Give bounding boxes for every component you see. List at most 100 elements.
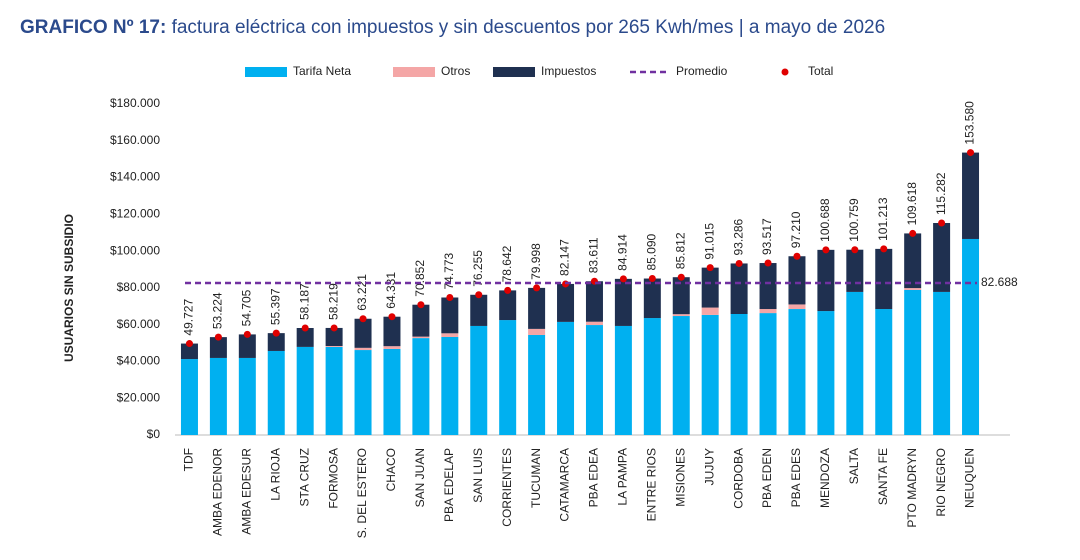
- bar-segment: [470, 294, 488, 326]
- total-point: [677, 273, 685, 281]
- total-point: [793, 252, 801, 260]
- bar-segment: [933, 223, 951, 292]
- x-tick-label: FORMOSA: [326, 448, 340, 509]
- total-point: [388, 313, 396, 321]
- total-point: [272, 329, 280, 337]
- total-point: [706, 264, 714, 272]
- value-label: 63.221: [355, 274, 369, 311]
- legend-swatch: [781, 68, 789, 76]
- bar-segment: [441, 333, 459, 337]
- bar-segment: [209, 357, 227, 435]
- value-label: 55.397: [268, 288, 282, 325]
- bar-segment: [209, 337, 227, 358]
- total-point: [648, 275, 656, 283]
- x-tick-label: TUCUMAN: [529, 448, 543, 508]
- y-tick-label: $0: [147, 427, 161, 441]
- total-point: [475, 291, 483, 299]
- bar-segment: [557, 283, 575, 322]
- bar-segment: [238, 357, 256, 435]
- x-tick-label: AMBA EDESUR: [239, 448, 253, 535]
- total-point: [735, 259, 743, 267]
- bar-segment: [759, 313, 777, 435]
- bar-segment: [325, 345, 343, 347]
- average-label: 82.688: [981, 275, 1018, 289]
- x-tick-label: TDF: [182, 448, 196, 471]
- value-label: 54.705: [239, 289, 253, 326]
- value-label: 49.727: [182, 299, 196, 336]
- bar-segment: [672, 316, 690, 435]
- x-tick-label: ENTRE RIOS: [644, 448, 658, 521]
- bar-segment: [267, 333, 285, 351]
- total-point: [851, 246, 859, 254]
- value-label: 91.015: [702, 223, 716, 260]
- total-point: [330, 324, 338, 332]
- legend-label: Otros: [441, 64, 470, 78]
- bar-segment: [585, 281, 603, 322]
- value-label: 58.219: [326, 283, 340, 320]
- bar-segment: [846, 249, 864, 292]
- value-label: 70.852: [413, 260, 427, 297]
- bar-segment: [614, 325, 632, 435]
- total-point: [214, 333, 222, 341]
- bar-segment: [875, 309, 893, 435]
- bar-segment: [643, 278, 661, 319]
- x-tick-label: MENDOZA: [818, 448, 832, 508]
- bar-segment: [412, 304, 430, 337]
- bar-segment: [383, 346, 401, 349]
- value-label: 78.642: [500, 245, 514, 282]
- bar-segment: [499, 320, 517, 435]
- value-label: 100.759: [847, 198, 861, 242]
- bar-segment: [296, 328, 314, 347]
- x-tick-label: SAN JUAN: [413, 448, 427, 507]
- x-tick-label: S. DEL ESTERO: [355, 448, 369, 538]
- bar-segment: [325, 327, 343, 346]
- total-point: [301, 324, 309, 332]
- value-label: 82.147: [558, 239, 572, 276]
- bar-segment: [701, 307, 719, 315]
- total-point: [880, 245, 888, 253]
- x-tick-label: AMBA EDENOR: [211, 448, 225, 536]
- bar-segment: [817, 249, 835, 312]
- value-label: 109.618: [905, 182, 919, 226]
- x-tick-label: PTO MADRYN: [905, 448, 919, 528]
- bar-segment: [817, 311, 835, 435]
- x-tick-label: JUJUY: [702, 448, 716, 485]
- bar-segment: [412, 336, 430, 339]
- bar-segment: [354, 350, 372, 435]
- bar-segment: [528, 287, 546, 329]
- legend-label: Promedio: [676, 64, 728, 78]
- bar-segment: [672, 314, 690, 317]
- bar-segment: [325, 346, 343, 435]
- title-text: factura eléctrica con impuestos y sin de…: [172, 17, 886, 38]
- x-tick-label: MISIONES: [673, 448, 687, 507]
- value-label: 84.914: [616, 234, 630, 271]
- bar-segment: [730, 314, 748, 435]
- value-label: 93.286: [731, 218, 745, 255]
- x-tick-label: PBA EDEA: [587, 448, 601, 507]
- bar-segment: [354, 318, 372, 348]
- bar-segment: [238, 334, 256, 358]
- bar-segment: [180, 359, 198, 435]
- total-point: [764, 259, 772, 267]
- bar-segment: [846, 291, 864, 435]
- bar-segment: [701, 267, 719, 308]
- y-tick-label: $40.000: [117, 354, 161, 368]
- total-point: [185, 340, 193, 348]
- bar-segment: [499, 290, 517, 321]
- value-label: 153.580: [963, 101, 977, 145]
- bar-segment: [730, 263, 748, 315]
- y-tick-label: $180.000: [110, 96, 160, 110]
- x-tick-label: SAN LUIS: [471, 448, 485, 503]
- x-tick-label: CHACO: [384, 448, 398, 491]
- value-label: 79.998: [529, 243, 543, 280]
- legend-swatch: [493, 67, 535, 77]
- x-tick-label: NEUQUEN: [963, 448, 977, 508]
- bar-segment: [585, 321, 603, 326]
- bar-segment: [759, 263, 777, 310]
- total-point: [417, 301, 425, 309]
- x-tick-label: RIO NEGRO: [934, 448, 948, 517]
- value-label: 93.517: [760, 218, 774, 255]
- bar-segment: [528, 328, 546, 335]
- x-tick-label: PBA EDES: [789, 448, 803, 507]
